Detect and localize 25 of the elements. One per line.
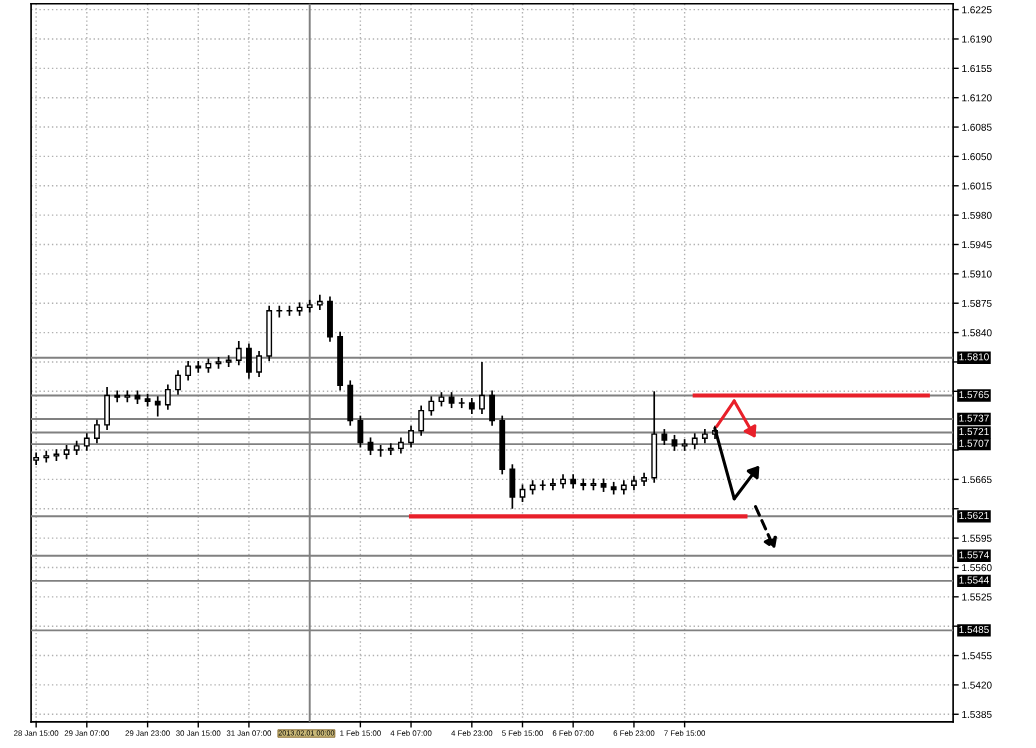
candlestick — [327, 295, 333, 343]
candlestick — [347, 379, 354, 427]
candlestick — [256, 350, 262, 378]
candlestick — [428, 395, 435, 417]
candlestick — [408, 424, 414, 449]
candlestick — [164, 383, 171, 411]
candlestick — [509, 463, 516, 510]
candlestick — [43, 450, 50, 464]
candlestick — [539, 479, 546, 492]
candlestick — [175, 369, 181, 396]
candlestick — [185, 360, 192, 382]
candlestick — [104, 386, 110, 431]
candlestick — [357, 414, 364, 449]
candlestick — [651, 390, 658, 484]
candlestick — [94, 418, 100, 445]
candlestick — [458, 397, 465, 409]
candlestick — [479, 361, 485, 415]
candlestick — [235, 340, 242, 367]
candlestick — [418, 404, 425, 437]
candlestick — [489, 389, 496, 427]
candlestick — [114, 389, 121, 404]
candlestick — [154, 395, 161, 418]
candlestick — [387, 442, 394, 456]
candlestick — [266, 304, 273, 362]
candlestick — [246, 342, 252, 380]
